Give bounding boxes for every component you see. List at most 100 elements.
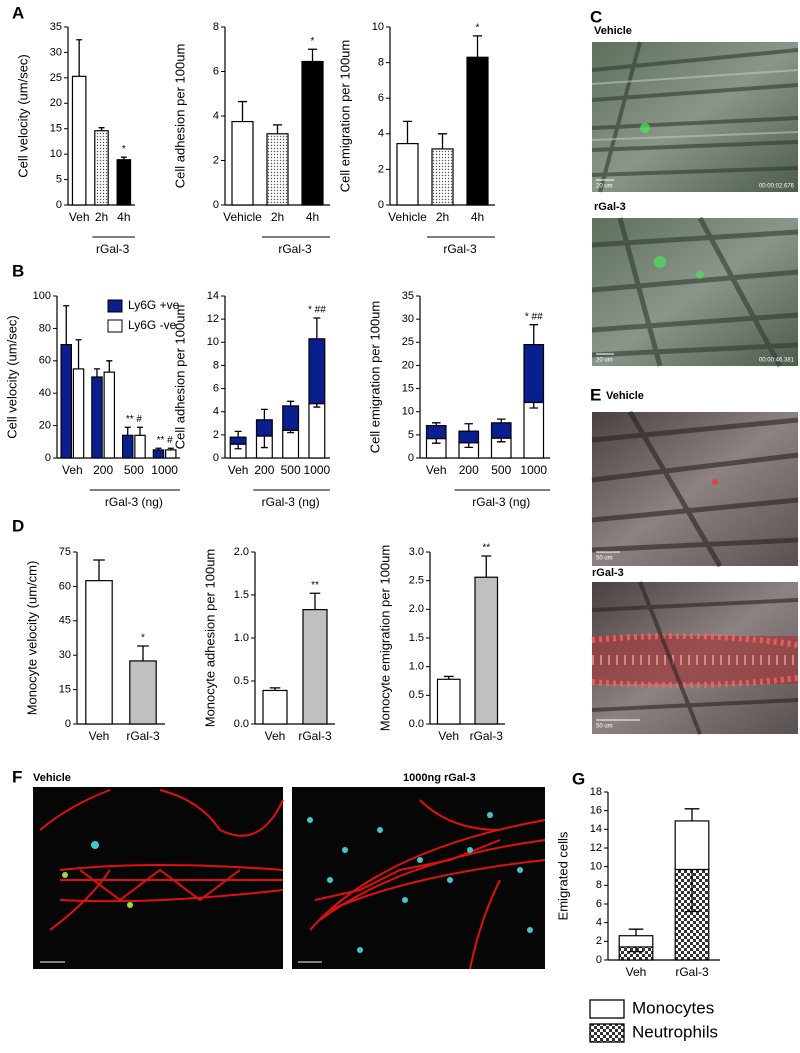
panel-label: B <box>12 261 24 280</box>
error-bar <box>93 368 101 377</box>
x-tick-label: Veh <box>265 729 286 743</box>
image-texture <box>591 69 799 141</box>
y-axis-label: Cell velocity (um/sec) <box>4 315 19 439</box>
error-bar <box>472 35 483 58</box>
scale-label: 20 um <box>596 358 613 364</box>
error-bar <box>106 360 113 373</box>
panel-label: A <box>12 3 24 22</box>
y-tick-label: 5 <box>408 429 414 441</box>
y-tick-label: 1.5 <box>234 589 249 601</box>
error-bar <box>443 675 454 680</box>
y-tick-label: 1.5 <box>409 632 424 644</box>
y-tick-label: 12 <box>207 313 219 325</box>
x-axis-label: rGal-3 (ng) <box>472 495 530 509</box>
y-tick-label: 8 <box>213 359 219 371</box>
x-tick-label: 2h <box>436 210 449 224</box>
bar-segment <box>282 405 300 431</box>
error-bar <box>136 426 144 436</box>
x-tick-label: 200 <box>93 463 113 477</box>
y-axis-label: Emigrated cells <box>555 831 570 920</box>
panel-label: D <box>12 516 24 535</box>
panel-label: E <box>590 385 601 404</box>
bar <box>121 434 134 459</box>
x-tick-label: Veh <box>69 210 90 224</box>
significance-label: ** <box>482 543 490 554</box>
error-bar <box>260 408 268 420</box>
y-tick-label: 20 <box>39 420 51 432</box>
y-tick-label: 0 <box>378 199 384 211</box>
y-tick-label: 45 <box>59 615 71 627</box>
error-bar <box>167 447 174 450</box>
error-bar <box>464 423 474 432</box>
vessel <box>592 636 798 684</box>
y-tick-label: 0.5 <box>234 675 249 687</box>
error-bar <box>155 447 162 450</box>
y-tick-label: 16 <box>590 805 602 817</box>
y-tick-label: 0 <box>45 452 51 464</box>
bar <box>266 133 289 206</box>
significance-label: ** <box>311 580 319 591</box>
x-tick-label: 1000 <box>304 463 331 477</box>
y-tick-label: 30 <box>50 46 62 58</box>
y-tick-label: 60 <box>39 355 51 367</box>
bar-segment <box>255 419 273 437</box>
y-tick-label: 60 <box>59 580 71 592</box>
y-axis-label: Cell emigration per 100um <box>337 40 352 192</box>
significance-label: * <box>141 633 145 644</box>
y-tick-label: 4 <box>378 128 384 140</box>
bar <box>262 689 288 725</box>
legend-swatch <box>589 1023 625 1043</box>
y-tick-label: 1.0 <box>234 632 249 644</box>
error-bar <box>237 100 248 122</box>
error-bar <box>437 133 448 149</box>
image-label: Vehicle <box>594 25 632 37</box>
panel-label: G <box>572 769 585 788</box>
error-bar <box>287 400 295 406</box>
y-tick-label: 6 <box>596 898 602 910</box>
y-tick-label: 30 <box>402 313 414 325</box>
y-axis-label: Cell adhesion per 100um <box>172 305 187 450</box>
x-tick-label: 2h <box>271 210 284 224</box>
y-tick-label: 10 <box>590 861 602 873</box>
image-label: rGal-3 <box>592 567 624 579</box>
x-tick-label: 500 <box>124 463 144 477</box>
significance-label: ** # <box>157 435 174 446</box>
bar <box>60 344 72 459</box>
image-label: Vehicle <box>33 772 71 784</box>
y-tick-label: 35 <box>50 21 62 33</box>
bar <box>94 130 109 206</box>
error-bar <box>234 430 242 438</box>
x-axis-label: rGal-3 (ng) <box>262 495 320 509</box>
bar-segment <box>229 436 247 445</box>
panel-label: F <box>12 767 22 786</box>
bar <box>396 142 419 206</box>
fluorescent-cell <box>712 479 718 485</box>
image-background <box>33 787 283 969</box>
bar <box>431 148 454 206</box>
y-tick-label: 8 <box>378 57 384 69</box>
significance-label: * ## <box>525 311 543 322</box>
bar <box>152 449 165 459</box>
x-tick-label: 1000 <box>151 463 178 477</box>
x-tick-label: rGal-3 <box>675 965 709 979</box>
bar <box>165 449 177 459</box>
y-tick-label: 8 <box>213 21 219 33</box>
bar-segment <box>425 425 447 440</box>
error-bar <box>137 645 149 661</box>
significance-label: * <box>311 36 315 47</box>
bar <box>436 678 461 725</box>
legend-swatch <box>589 999 625 1019</box>
bar <box>116 159 132 206</box>
legend-swatch <box>107 299 123 313</box>
y-tick-label: 100 <box>33 290 51 302</box>
x-tick-label: Vehicle <box>223 210 262 224</box>
y-tick-label: 10 <box>372 21 384 33</box>
x-axis-label: rGal-3 <box>443 242 477 256</box>
x-tick-label: Veh <box>626 965 647 979</box>
y-tick-label: 15 <box>402 382 414 394</box>
y-tick-label: 2 <box>213 429 219 441</box>
error-bar <box>124 426 131 436</box>
y-tick-label: 2.0 <box>234 546 249 558</box>
x-axis-label: rGal-3 (ng) <box>105 495 163 509</box>
y-tick-label: 2 <box>378 163 384 175</box>
